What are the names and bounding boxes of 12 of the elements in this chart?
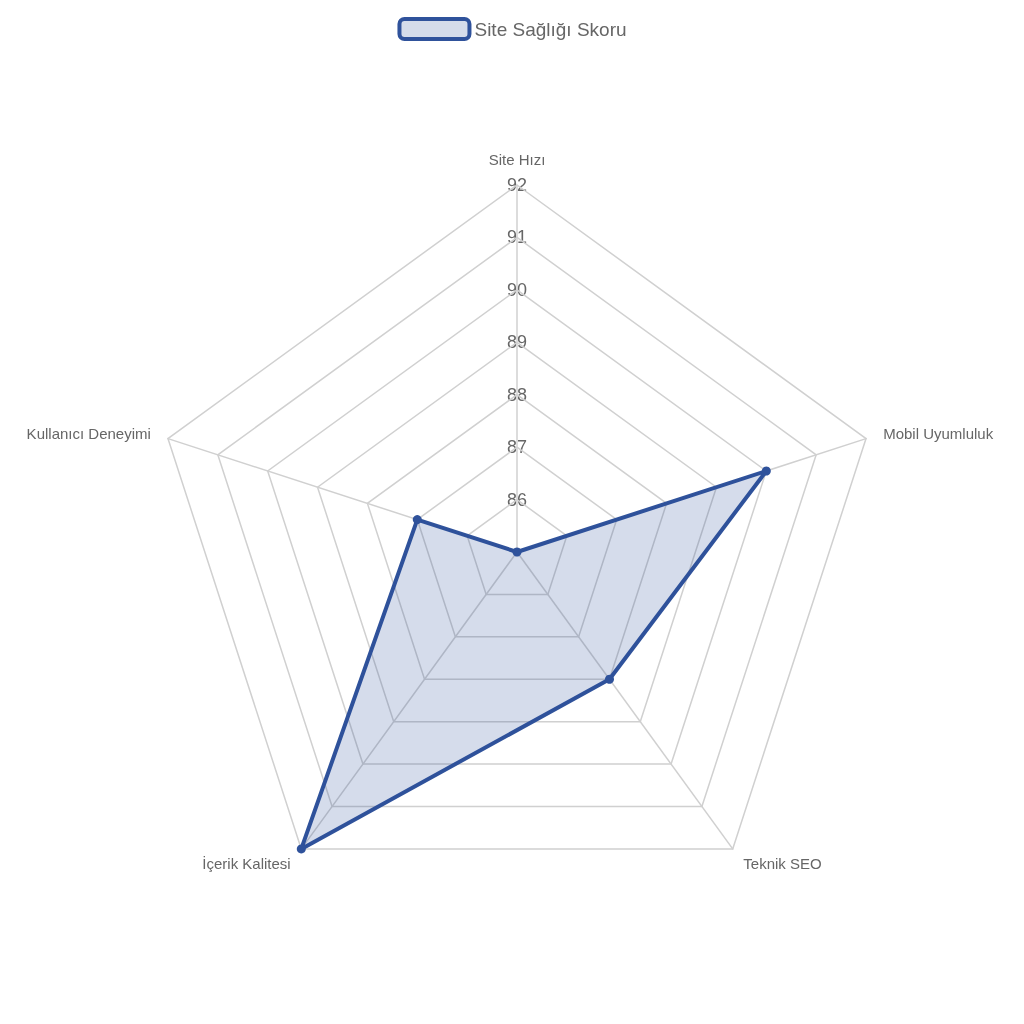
spoke-label: Mobil Uyumluluk [883, 424, 994, 442]
y-tick-label: 89 [506, 332, 528, 353]
legend-label: Site Sağlığı Skoru [474, 18, 627, 40]
spoke-label: Teknik SEO [743, 854, 822, 872]
y-tick-label: 91 [506, 227, 528, 248]
spoke-label: Kullanıcı Deneyimi [26, 424, 151, 442]
spoke-label: İçerik Kalitesi [202, 854, 291, 872]
y-tick-label: 88 [506, 384, 528, 405]
y-tick-label: 87 [506, 437, 528, 458]
spoke-label: Site Hızı [488, 151, 546, 168]
y-tick-label: 92 [506, 175, 528, 195]
y-tick-label: 90 [506, 279, 528, 300]
